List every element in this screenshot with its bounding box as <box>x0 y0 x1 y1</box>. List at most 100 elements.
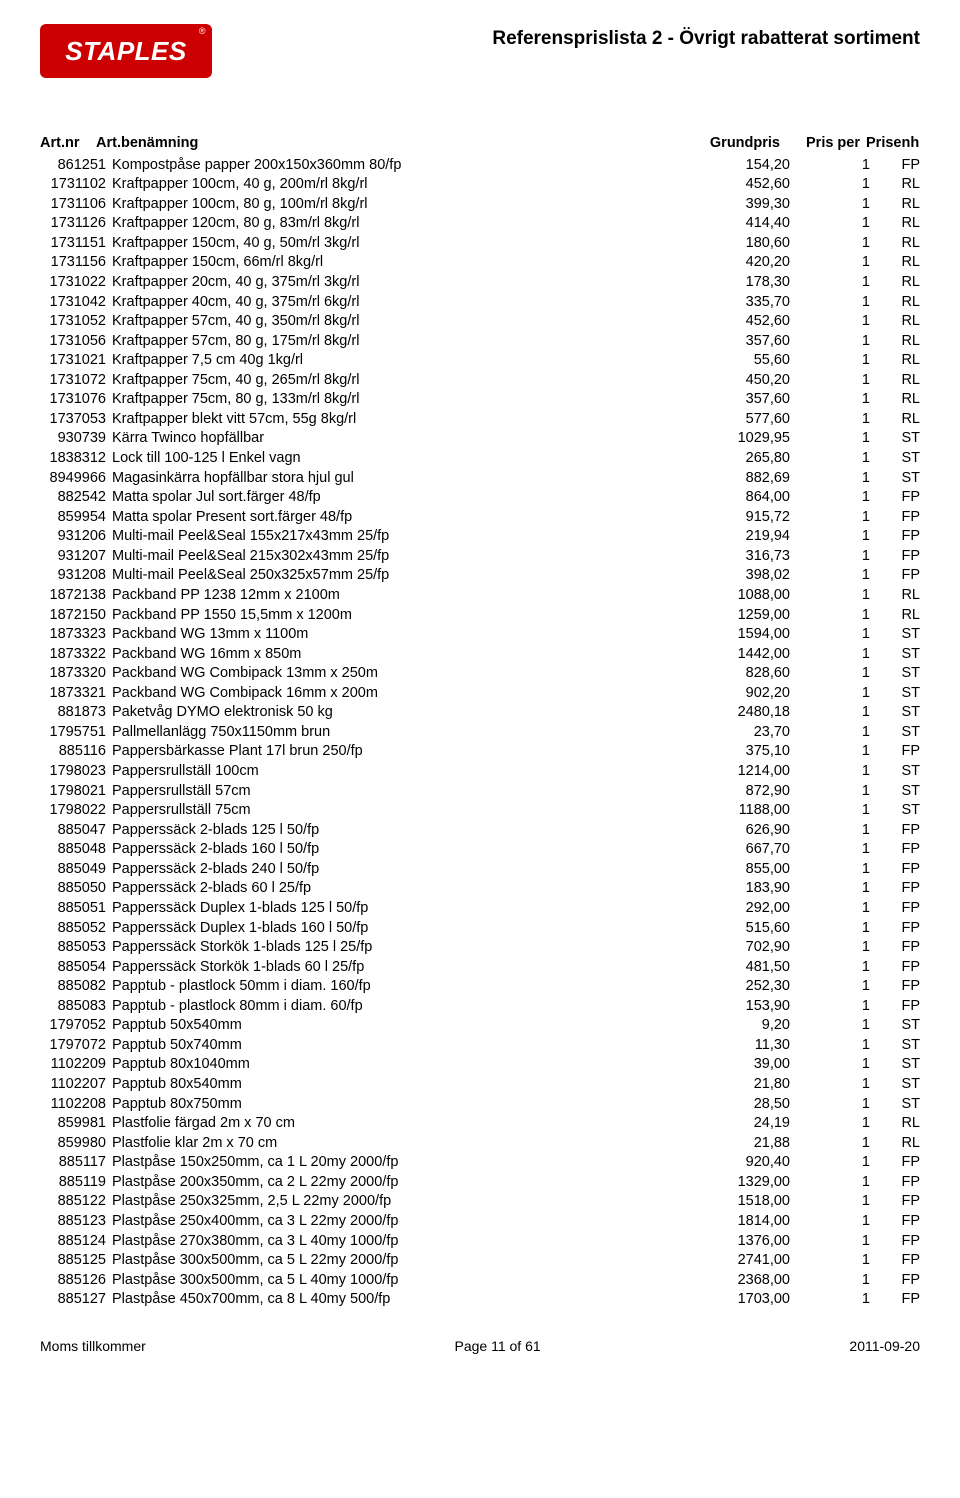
cell-unit: ST <box>870 723 920 743</box>
cell-per: 1 <box>790 1173 870 1193</box>
cell-art: 885127 <box>40 1290 112 1310</box>
table-row: 881873Paketvåg DYMO elektronisk 50 kg248… <box>40 703 920 723</box>
cell-unit: RL <box>870 312 920 332</box>
cell-name: Kraftpapper 120cm, 80 g, 83m/rl 8kg/rl <box>112 214 690 234</box>
cell-unit: ST <box>870 801 920 821</box>
cell-art: 882542 <box>40 488 112 508</box>
cell-unit: FP <box>870 1153 920 1173</box>
cell-per: 1 <box>790 332 870 352</box>
cell-price: 1814,00 <box>690 1212 790 1232</box>
table-row: 1731151Kraftpapper 150cm, 40 g, 50m/rl 3… <box>40 234 920 254</box>
cell-art: 885126 <box>40 1271 112 1291</box>
cell-per: 1 <box>790 1192 870 1212</box>
cell-name: Pappersrullställ 57cm <box>112 782 690 802</box>
cell-art: 1731072 <box>40 371 112 391</box>
cell-per: 1 <box>790 703 870 723</box>
cell-name: Papptub 80x540mm <box>112 1075 690 1095</box>
cell-art: 930739 <box>40 429 112 449</box>
cell-name: Papptub 80x750mm <box>112 1095 690 1115</box>
cell-price: 1594,00 <box>690 625 790 645</box>
page-footer: Moms tillkommer Page 11 of 61 2011-09-20 <box>40 1338 920 1354</box>
cell-name: Paketvåg DYMO elektronisk 50 kg <box>112 703 690 723</box>
cell-per: 1 <box>790 879 870 899</box>
cell-art: 885048 <box>40 840 112 860</box>
cell-art: 885051 <box>40 899 112 919</box>
cell-art: 885117 <box>40 1153 112 1173</box>
table-row: 1731072Kraftpapper 75cm, 40 g, 265m/rl 8… <box>40 371 920 391</box>
cell-price: 292,00 <box>690 899 790 919</box>
cell-unit: FP <box>870 899 920 919</box>
table-row: 861251Kompostpåse papper 200x150x360mm 8… <box>40 156 920 176</box>
cell-name: Magasinkärra hopfällbar stora hjul gul <box>112 469 690 489</box>
cell-art: 1873322 <box>40 645 112 665</box>
cell-unit: RL <box>870 175 920 195</box>
cell-unit: FP <box>870 919 920 939</box>
cell-price: 864,00 <box>690 488 790 508</box>
cell-unit: FP <box>870 938 920 958</box>
cell-unit: FP <box>870 997 920 1017</box>
cell-art: 1872138 <box>40 586 112 606</box>
cell-per: 1 <box>790 293 870 313</box>
cell-price: 21,88 <box>690 1134 790 1154</box>
cell-unit: FP <box>870 840 920 860</box>
cell-price: 55,60 <box>690 351 790 371</box>
cell-price: 828,60 <box>690 664 790 684</box>
col-header-name: Art.benämning <box>96 134 680 154</box>
cell-name: Plastpåse 150x250mm, ca 1 L 20my 2000/fp <box>112 1153 690 1173</box>
cell-unit: ST <box>870 469 920 489</box>
cell-name: Matta spolar Present sort.färger 48/fp <box>112 508 690 528</box>
table-row: 885054Papperssäck Storkök 1-blads 60 l 2… <box>40 958 920 978</box>
table-row: 885124Plastpåse 270x380mm, ca 3 L 40my 1… <box>40 1232 920 1252</box>
cell-name: Papptub 80x1040mm <box>112 1055 690 1075</box>
cell-unit: ST <box>870 664 920 684</box>
cell-name: Lock till 100-125 l Enkel vagn <box>112 449 690 469</box>
cell-art: 1731156 <box>40 253 112 273</box>
cell-per: 1 <box>790 645 870 665</box>
cell-per: 1 <box>790 782 870 802</box>
cell-per: 1 <box>790 312 870 332</box>
cell-per: 1 <box>790 1075 870 1095</box>
cell-unit: ST <box>870 625 920 645</box>
table-row: 885050Papperssäck 2-blads 60 l 25/fp183,… <box>40 879 920 899</box>
cell-name: Plastpåse 270x380mm, ca 3 L 40my 1000/fp <box>112 1232 690 1252</box>
cell-art: 861251 <box>40 156 112 176</box>
cell-price: 357,60 <box>690 390 790 410</box>
table-row: 930739Kärra Twinco hopfällbar1029,951ST <box>40 429 920 449</box>
cell-name: Kraftpapper 40cm, 40 g, 375m/rl 6kg/rl <box>112 293 690 313</box>
cell-unit: RL <box>870 214 920 234</box>
cell-art: 931207 <box>40 547 112 567</box>
cell-price: 882,69 <box>690 469 790 489</box>
cell-unit: FP <box>870 547 920 567</box>
cell-art: 885054 <box>40 958 112 978</box>
table-row: 931206Multi-mail Peel&Seal 155x217x43mm … <box>40 527 920 547</box>
cell-price: 1518,00 <box>690 1192 790 1212</box>
cell-unit: ST <box>870 1016 920 1036</box>
table-row: 1731022Kraftpapper 20cm, 40 g, 375m/rl 3… <box>40 273 920 293</box>
table-row: 859980Plastfolie klar 2m x 70 cm21,881RL <box>40 1134 920 1154</box>
table-row: 885047Papperssäck 2-blads 125 l 50/fp626… <box>40 821 920 841</box>
cell-price: 667,70 <box>690 840 790 860</box>
table-row: 1798021Pappersrullställ 57cm872,901ST <box>40 782 920 802</box>
price-table: Art.nr Art.benämning Grundpris Pris per … <box>40 134 920 1310</box>
cell-per: 1 <box>790 684 870 704</box>
cell-art: 881873 <box>40 703 112 723</box>
cell-art: 1873323 <box>40 625 112 645</box>
cell-per: 1 <box>790 801 870 821</box>
cell-price: 2480,18 <box>690 703 790 723</box>
cell-art: 1798023 <box>40 762 112 782</box>
cell-per: 1 <box>790 899 870 919</box>
cell-per: 1 <box>790 997 870 1017</box>
cell-price: 335,70 <box>690 293 790 313</box>
cell-name: Kraftpapper 100cm, 80 g, 100m/rl 8kg/rl <box>112 195 690 215</box>
logo-text: STAPLES <box>65 36 186 67</box>
cell-art: 885053 <box>40 938 112 958</box>
cell-art: 1731076 <box>40 390 112 410</box>
cell-name: Kraftpapper 57cm, 40 g, 350m/rl 8kg/rl <box>112 312 690 332</box>
cell-unit: FP <box>870 508 920 528</box>
cell-name: Kraftpapper 150cm, 40 g, 50m/rl 3kg/rl <box>112 234 690 254</box>
cell-per: 1 <box>790 1095 870 1115</box>
table-row: 1731102Kraftpapper 100cm, 40 g, 200m/rl … <box>40 175 920 195</box>
table-row: 1731021Kraftpapper 7,5 cm 40g 1kg/rl55,6… <box>40 351 920 371</box>
col-header-unit: Prisenh <box>860 134 920 154</box>
cell-unit: FP <box>870 1212 920 1232</box>
